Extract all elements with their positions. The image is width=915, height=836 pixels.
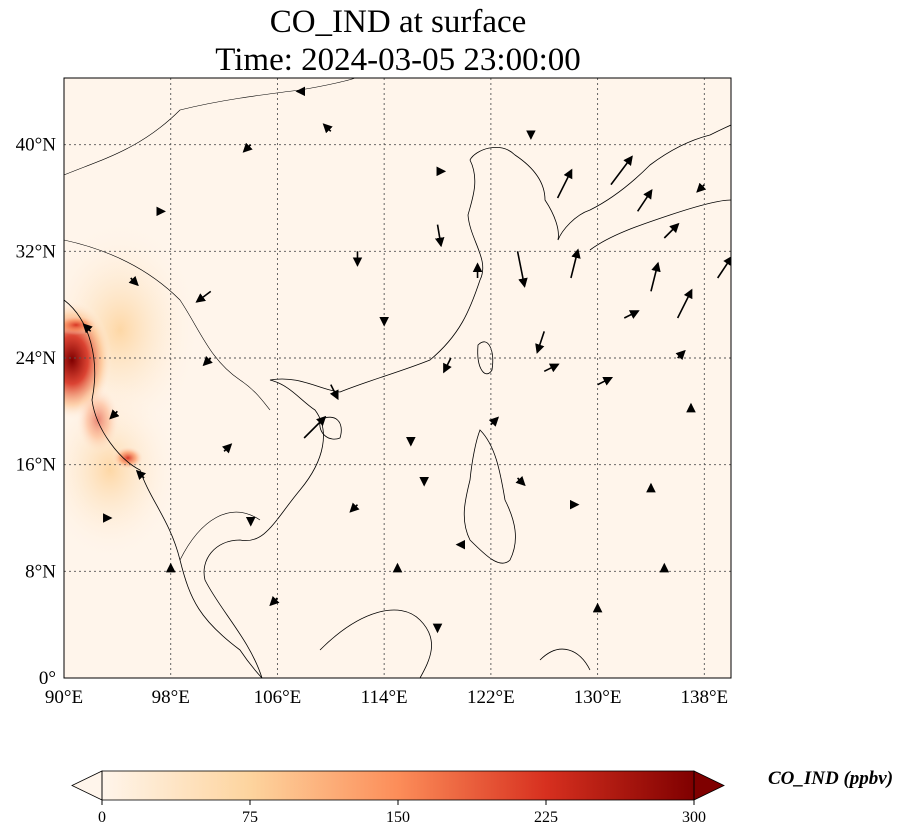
colorbar-label: CO_IND (ppbv) (768, 768, 894, 789)
wind-arrow (515, 475, 526, 487)
wind-arrow (570, 248, 581, 279)
colorbar-extend-low (71, 770, 103, 801)
coast-china-east (203, 146, 559, 678)
lon-tick-label: 130°E (574, 687, 622, 708)
gridlines (64, 78, 731, 678)
wind-arrow (623, 310, 640, 319)
coast-borneo (319, 609, 432, 678)
lon-tick-label: 114°E (361, 687, 408, 708)
coast-korea-north (557, 124, 731, 241)
colorbar-tick-label: 0 (98, 809, 106, 826)
coast-indochina-west (64, 299, 263, 678)
wind-arrow (488, 416, 500, 427)
wind-arrow (675, 349, 686, 361)
wind-arrow (242, 142, 253, 153)
lon-tick-label: 90°E (45, 687, 83, 708)
wind-vectors (82, 86, 731, 634)
lat-tick-label: 24°N (16, 348, 57, 369)
wind-arrow (597, 376, 614, 386)
concentration-field (64, 220, 200, 560)
wind-arrow (663, 222, 680, 239)
coast-sulawesi (539, 648, 591, 671)
wind-arrow (329, 384, 339, 401)
colorbar-tick-label: 75 (242, 809, 258, 826)
colorbar: 0 75 150 225 300 (71, 770, 725, 826)
lat-tick-label: 16°N (16, 455, 57, 476)
wind-arrow (610, 155, 633, 186)
lon-tick-label: 98°E (152, 687, 190, 708)
wind-arrow (82, 323, 93, 334)
wind-arrow (303, 415, 327, 439)
coast-taiwan (477, 341, 494, 375)
wind-arrow (636, 189, 653, 212)
map-subtitle: Time: 2024-03-05 23:00:00 (215, 42, 581, 78)
lat-tick-label: 0° (39, 668, 56, 689)
colorbar-tick-label: 150 (386, 809, 410, 826)
wind-arrow (676, 288, 693, 319)
wind-arrow (109, 409, 120, 420)
border-thailand (179, 511, 261, 561)
lat-tick-label: 40°N (16, 135, 57, 156)
lat-tick-label: 32°N (16, 241, 57, 262)
wind-arrow (128, 275, 139, 287)
lon-tick-label: 106°E (254, 687, 302, 708)
lon-tick-label: 138°E (680, 687, 728, 708)
wind-arrow (202, 355, 213, 367)
map-title: CO_IND at surface (269, 4, 527, 40)
wind-arrow (556, 168, 573, 199)
map-frame (63, 77, 732, 679)
wind-arrow (443, 357, 452, 374)
wind-arrow (195, 290, 212, 303)
border-tibet (64, 239, 271, 411)
coast-philippines (463, 429, 516, 564)
lon-tick-label: 122°E (467, 687, 515, 708)
colorbar-ticks: 0 75 150 225 300 (98, 800, 706, 826)
wind-arrow (322, 123, 333, 134)
wind-arrow (222, 443, 233, 454)
lat-tick-labels: 0° 8°N 16°N 24°N 32°N 40°N (16, 135, 57, 689)
hotspot-myanmar-coast (112, 446, 144, 470)
border-north (64, 78, 356, 176)
colorbar-extend-high (693, 770, 725, 801)
wind-arrow (716, 255, 731, 279)
wind-arrow (434, 224, 445, 248)
colorbar-tick-label: 225 (534, 809, 558, 826)
coast-japan (589, 199, 731, 251)
coastlines (64, 78, 731, 678)
colorbar-tick-label: 300 (682, 809, 706, 826)
hotspot-ne-india (64, 315, 98, 335)
wind-arrow (349, 502, 360, 513)
colorbar-gradient (102, 771, 694, 800)
lon-tick-labels: 90°E 98°E 106°E 114°E 122°E 130°E 138°E (45, 687, 728, 708)
wind-arrow (696, 182, 707, 193)
wind-arrow (135, 469, 147, 481)
hotspot-rakhine (76, 386, 120, 454)
coast-hainan (319, 416, 342, 440)
lat-tick-label: 8°N (25, 561, 56, 582)
wind-arrow (269, 595, 280, 607)
wind-arrow (535, 331, 545, 354)
wind-arrow (516, 251, 528, 288)
wind-arrow (543, 363, 560, 373)
wind-arrow (650, 261, 661, 292)
map-panel (64, 78, 731, 678)
